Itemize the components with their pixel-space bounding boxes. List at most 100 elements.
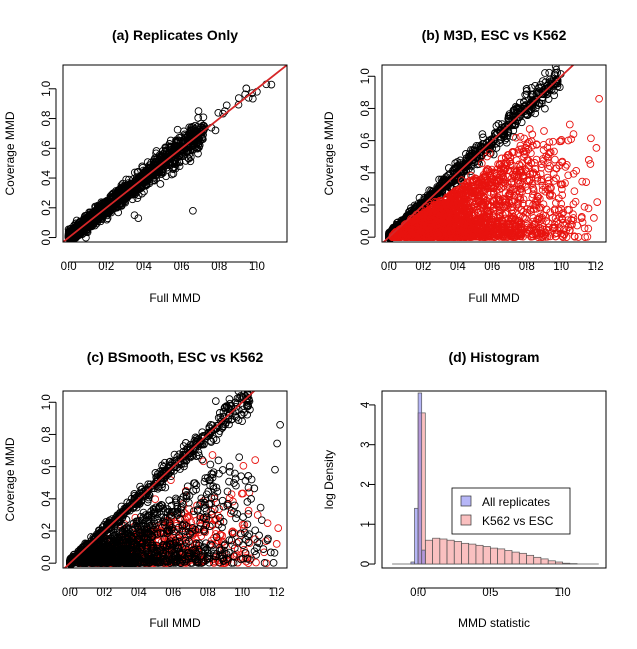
y-tick-label: 0.2 (360, 197, 372, 213)
data-point (522, 85, 531, 93)
data-point (93, 216, 101, 224)
data-point (486, 231, 495, 240)
data-point (496, 164, 505, 173)
data-point (549, 170, 558, 178)
data-point (509, 126, 518, 135)
data-point (584, 156, 593, 164)
data-point (527, 149, 535, 158)
data-point (571, 197, 580, 206)
data-point (187, 124, 195, 132)
data-point (496, 168, 505, 176)
data-point (570, 232, 579, 241)
data-point (519, 195, 528, 204)
data-point (108, 189, 117, 198)
data-point (193, 144, 202, 153)
data-point (131, 190, 140, 198)
data-point (510, 172, 518, 181)
data-point (514, 203, 523, 212)
data-point (567, 216, 576, 224)
data-point (81, 212, 89, 220)
data-point (485, 149, 494, 157)
data-point (178, 138, 187, 147)
data-point (558, 157, 567, 166)
data-point (452, 168, 461, 177)
data-point (447, 191, 456, 200)
data-point (502, 138, 511, 147)
data-point (584, 204, 593, 213)
data-point (525, 107, 534, 116)
y-tick-label: 0.8 (41, 111, 53, 127)
data-point (578, 177, 587, 186)
data-point (222, 101, 231, 110)
data-point (75, 224, 84, 233)
data-point (518, 172, 527, 181)
data-point (528, 179, 537, 188)
data-point (163, 147, 171, 156)
data-point (480, 143, 489, 151)
data-point (492, 139, 501, 148)
data-point (487, 138, 496, 147)
data-point (248, 89, 256, 97)
data-point (544, 179, 553, 188)
data-point (69, 229, 78, 238)
data-point (197, 123, 206, 131)
data-point (522, 215, 530, 223)
data-point (557, 185, 566, 193)
data-point (551, 155, 559, 164)
data-point (507, 179, 516, 188)
y-axis: 0.00.20.40.60.81.0 (41, 81, 57, 246)
plot-area (382, 65, 603, 242)
series-k562-vs-esc (388, 94, 603, 242)
data-point (545, 83, 553, 91)
data-point (497, 154, 506, 163)
identity-reference-line (63, 65, 287, 242)
plot-area (63, 65, 287, 242)
data-point (189, 206, 197, 215)
data-point (528, 130, 537, 139)
data-point (248, 94, 257, 103)
data-point (538, 96, 547, 105)
y-tick-label: 0.0 (360, 229, 372, 245)
data-point (491, 182, 499, 191)
data-point (516, 196, 524, 204)
data-point (558, 191, 567, 199)
data-point (515, 167, 524, 175)
data-point (543, 158, 552, 167)
data-point (160, 157, 169, 166)
data-point (113, 196, 121, 204)
data-point (529, 99, 538, 107)
data-point (531, 197, 540, 206)
data-point (545, 68, 554, 77)
data-point (479, 173, 487, 182)
data-point (111, 198, 119, 206)
data-point (147, 158, 155, 167)
data-point (214, 108, 223, 117)
data-point (531, 81, 539, 90)
data-point (515, 145, 523, 154)
data-point (573, 221, 582, 230)
data-point (580, 202, 589, 211)
data-point (539, 155, 547, 163)
data-point (194, 107, 203, 115)
data-point (156, 180, 165, 188)
x-axis: 0.0 0.2 0.4 0.6 0.8 1.0 (61, 261, 265, 273)
data-point (533, 192, 542, 201)
data-point (569, 169, 578, 178)
y-tick-label: 0.4 (41, 169, 53, 186)
data-point (135, 179, 144, 187)
data-point (514, 217, 523, 226)
y-tick-label: 0.8 (360, 100, 372, 116)
series-replicates (64, 80, 276, 242)
data-point (553, 68, 562, 77)
data-point (169, 165, 178, 174)
data-point (593, 198, 602, 206)
data-point (557, 229, 565, 238)
y-tick-label: 0.6 (41, 140, 53, 156)
y-axis-label: Coverage MMD (322, 111, 336, 195)
data-point (478, 130, 487, 138)
data-point (168, 164, 177, 172)
data-point (574, 233, 583, 241)
data-point (557, 180, 566, 189)
data-point (170, 160, 179, 168)
